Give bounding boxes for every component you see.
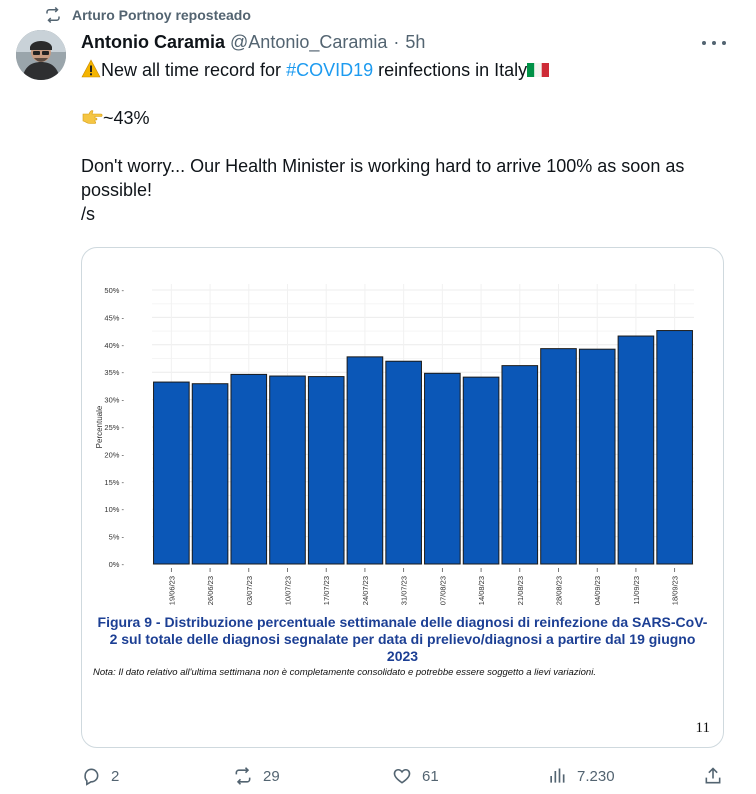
bar	[578, 348, 616, 565]
tweet-line-4: /s	[81, 204, 96, 224]
bar-chart: 0% - 5% - 10% - 15% - 20% - 25% - 30% - 35% - 40…	[95, 284, 694, 605]
x-tick-label: 07/08/23	[438, 576, 447, 605]
y-tick-label: 15% -	[104, 478, 124, 487]
tweet-line-2: ~43%	[81, 106, 731, 130]
hashtag-link[interactable]: #COVID19	[286, 60, 374, 80]
x-tick-label: 31/07/23	[400, 576, 409, 605]
tweet-header: Antonio Caramia @Antonio_Caramia · 5h	[81, 30, 696, 54]
y-tick-label: 50% -	[104, 286, 124, 295]
x-tick-label: 24/07/23	[361, 576, 370, 605]
y-tick-label: 25% -	[104, 423, 124, 432]
y-tick-label: 45% -	[104, 313, 124, 322]
reply-button[interactable]: 2	[81, 764, 119, 788]
y-axis-label: Percentuale	[95, 405, 104, 448]
y-tick-label: 10% -	[104, 505, 124, 514]
figure-caption: Figura 9 - Distribuzione percentuale set…	[97, 614, 708, 664]
x-tick-label: 11/09/23	[632, 576, 641, 605]
x-tick-label: 17/07/23	[322, 576, 331, 605]
y-tick-label: 35% -	[104, 368, 124, 377]
reply-icon	[84, 768, 99, 786]
separator-dot: ·	[393, 31, 400, 52]
tweet-line-1: New all time record for #COVID19 reinfec…	[81, 58, 731, 82]
page-number: 11	[695, 720, 710, 736]
bar	[191, 383, 229, 565]
author-name[interactable]: Antonio Caramia	[81, 31, 226, 52]
bar	[462, 376, 500, 565]
x-tick-label: 10/07/23	[284, 576, 293, 605]
bar	[617, 335, 655, 565]
bar	[269, 375, 306, 565]
y-tick-label: 40% -	[104, 341, 124, 350]
like-count: 61	[422, 767, 439, 785]
repost-icon	[235, 767, 251, 785]
tweet-text: New all time record for #COVID19 reinfec…	[81, 58, 731, 226]
more-dot-icon	[722, 41, 726, 45]
bar	[385, 360, 422, 565]
views-button[interactable]: 7.230	[547, 764, 615, 788]
x-tick-label: 21/08/23	[516, 576, 525, 605]
x-tick-label: 14/08/23	[477, 576, 486, 605]
action-bar: 2 29 61 7.230	[81, 764, 736, 788]
x-tick-label: 03/07/23	[245, 576, 254, 605]
pointing-right-icon	[82, 110, 103, 124]
tweet-line-1-suffix: reinfections in Italy	[373, 60, 528, 80]
tweet-timestamp[interactable]: 5h	[405, 31, 426, 52]
repost-indicator: Arturo Portnoy reposteado	[44, 4, 251, 26]
repost-count: 29	[263, 767, 280, 785]
tweet-line-3: Don't worry... Our Health Minister is wo…	[81, 156, 685, 200]
bar	[346, 356, 384, 565]
repost-label[interactable]: Arturo Portnoy reposteado	[72, 7, 251, 23]
more-dot-icon	[702, 41, 706, 45]
repost-button[interactable]: 29	[233, 764, 280, 788]
x-tick-label: 18/09/23	[671, 576, 680, 605]
bar	[540, 348, 577, 565]
like-button[interactable]: 61	[392, 764, 439, 788]
y-tick-label: 20% -	[104, 450, 124, 459]
media-card[interactable]: 0% - 5% - 10% - 15% - 20% - 25% - 30% - 35% - 40…	[81, 247, 724, 748]
repost-icon	[46, 6, 60, 24]
share-icon	[705, 767, 721, 784]
x-tick-label: 19/06/23	[167, 576, 176, 605]
reply-count: 2	[111, 767, 120, 785]
warning-icon	[81, 59, 101, 78]
bar	[501, 365, 539, 565]
figure-note: Nota: Il dato relativo all'ultima settim…	[93, 667, 596, 678]
bar	[153, 381, 190, 565]
bar	[424, 372, 461, 565]
x-tick-label: 26/06/23	[206, 576, 215, 605]
more-options-button[interactable]	[702, 34, 726, 52]
author-handle[interactable]: @Antonio_Caramia	[230, 31, 388, 52]
more-dot-icon	[712, 41, 716, 45]
bar	[230, 373, 268, 565]
x-tick-label: 04/09/23	[593, 576, 602, 605]
heart-icon	[393, 768, 411, 784]
x-tick-label: 28/08/23	[555, 576, 564, 605]
italy-flag-icon	[527, 63, 550, 77]
bar	[307, 376, 345, 565]
y-tick-label: 0% -	[109, 560, 125, 569]
y-tick-label: 30% -	[104, 396, 124, 405]
share-button[interactable]	[703, 764, 723, 788]
tweet-line-1-prefix: New all time record for	[101, 60, 287, 80]
views-bar-chart-icon	[550, 768, 565, 783]
views-count: 7.230	[577, 767, 615, 785]
avatar[interactable]	[16, 30, 66, 80]
y-tick-label: 5% -	[109, 533, 125, 542]
tweet-line-2-text: ~43%	[103, 108, 150, 128]
bar	[656, 330, 693, 565]
